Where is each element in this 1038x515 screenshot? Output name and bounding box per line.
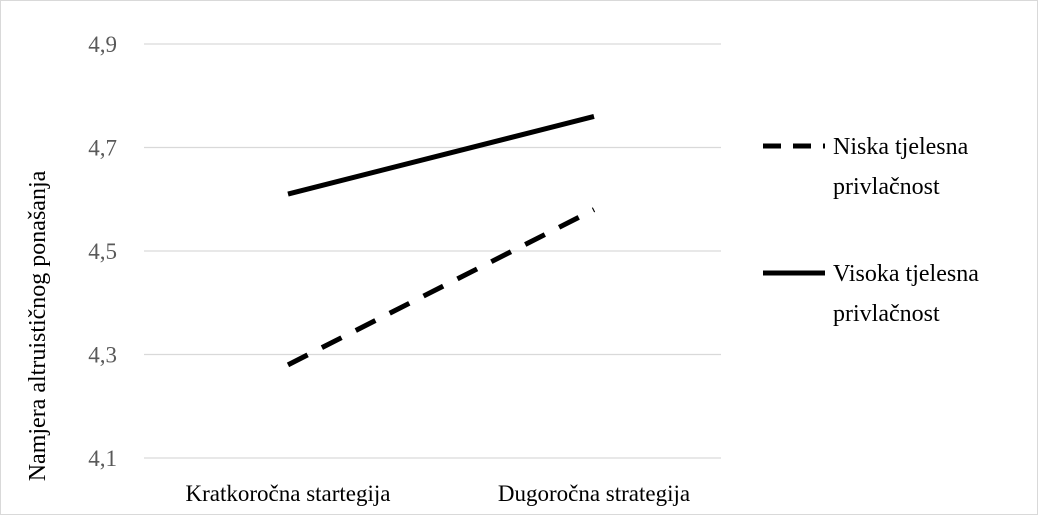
- legend-label: Niska tjelesna: [833, 134, 969, 160]
- series-line-visoka: [287, 114, 595, 197]
- x-tick-label: Dugoročna strategija: [498, 481, 690, 506]
- legend-label: Visoka tjelesna: [833, 261, 979, 287]
- y-axis-title: Namjera altruističnog ponašanja: [25, 170, 51, 481]
- y-tick-label: 4,9: [88, 32, 117, 57]
- x-tick-label: Kratkoročna startegija: [186, 481, 391, 506]
- y-tick-label: 4,7: [88, 136, 117, 161]
- legend-label: privlačnost: [833, 174, 940, 200]
- legend: Niska tjelesna privlačnost Visoka tjelesna…: [763, 134, 979, 327]
- series-lines: [286, 114, 596, 368]
- y-tick-label: 4,1: [88, 446, 117, 471]
- x-axis-ticks: Kratkoročna startegija Dugoročna strategi…: [186, 481, 691, 506]
- legend-label: privlačnost: [833, 301, 940, 327]
- y-tick-label: 4,5: [88, 239, 117, 264]
- gridlines: [144, 43, 721, 459]
- y-axis-ticks: 4,1 4,3 4,5 4,7 4,9: [88, 32, 117, 471]
- y-tick-label: 4,3: [88, 343, 117, 368]
- series-line-niska: [286, 207, 596, 368]
